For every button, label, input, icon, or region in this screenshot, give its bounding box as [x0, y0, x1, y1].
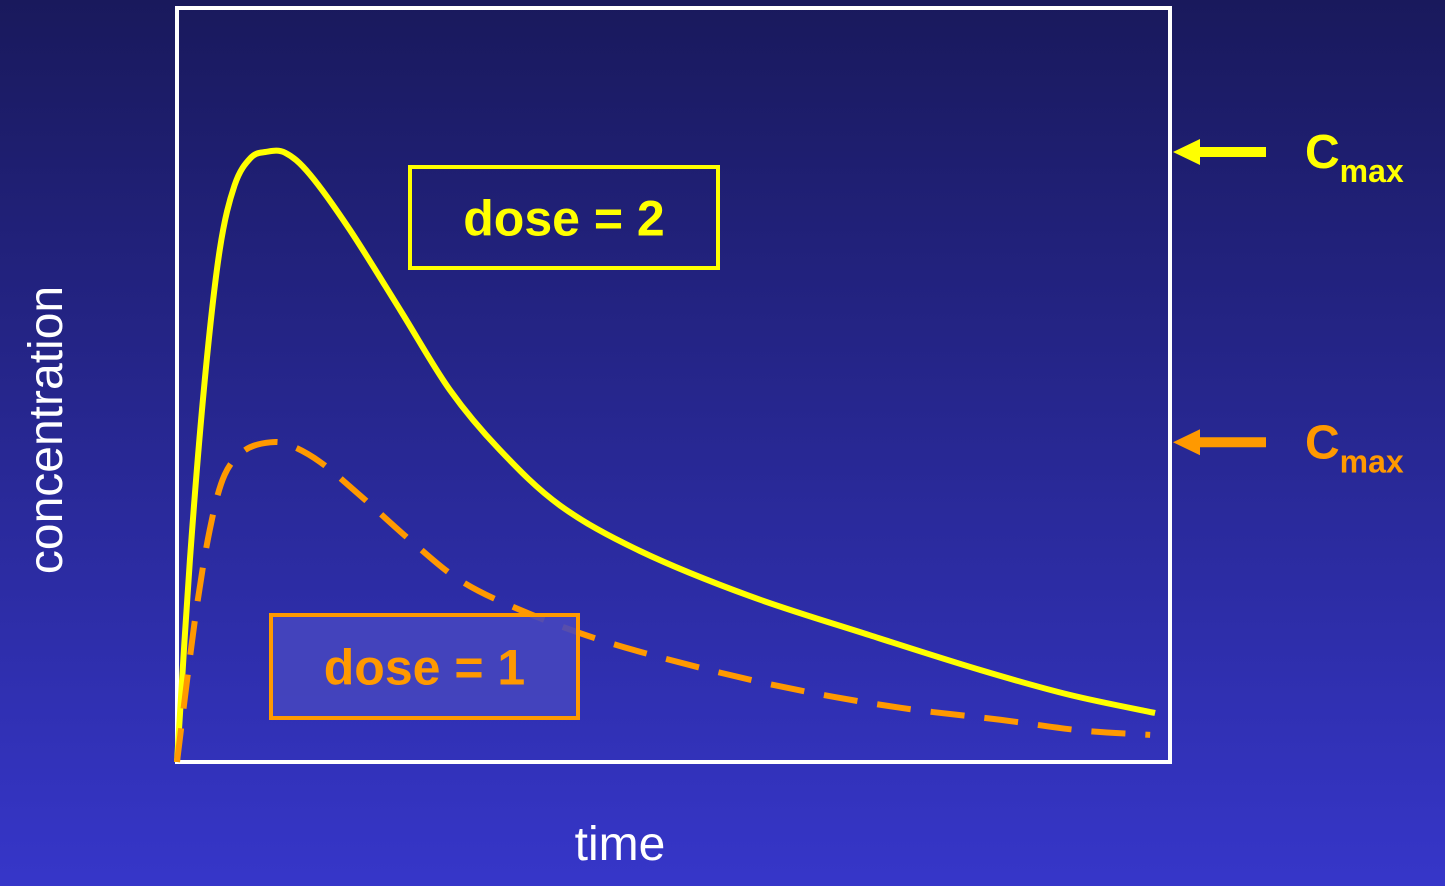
peak-label: Cmax	[1305, 416, 1404, 479]
dose-label: dose = 1	[324, 640, 526, 696]
dose-label: dose = 2	[463, 191, 665, 247]
plot-frame	[175, 6, 1172, 764]
curve	[174, 147, 1156, 763]
y-axis-label: concentration	[20, 286, 73, 574]
dose-box	[408, 165, 720, 270]
peak-label-main: C	[1305, 416, 1340, 469]
x-axis-label: time	[575, 818, 666, 871]
peak-label-main: C	[1305, 126, 1340, 179]
curve	[174, 438, 1151, 763]
peak-arrow	[1173, 139, 1266, 166]
peak-label: Cmax	[1305, 126, 1404, 189]
peak-label-sub: max	[1340, 443, 1404, 479]
peak-arrow	[1173, 429, 1266, 456]
dose-box	[269, 613, 580, 720]
peak-label-sub: max	[1340, 153, 1404, 189]
